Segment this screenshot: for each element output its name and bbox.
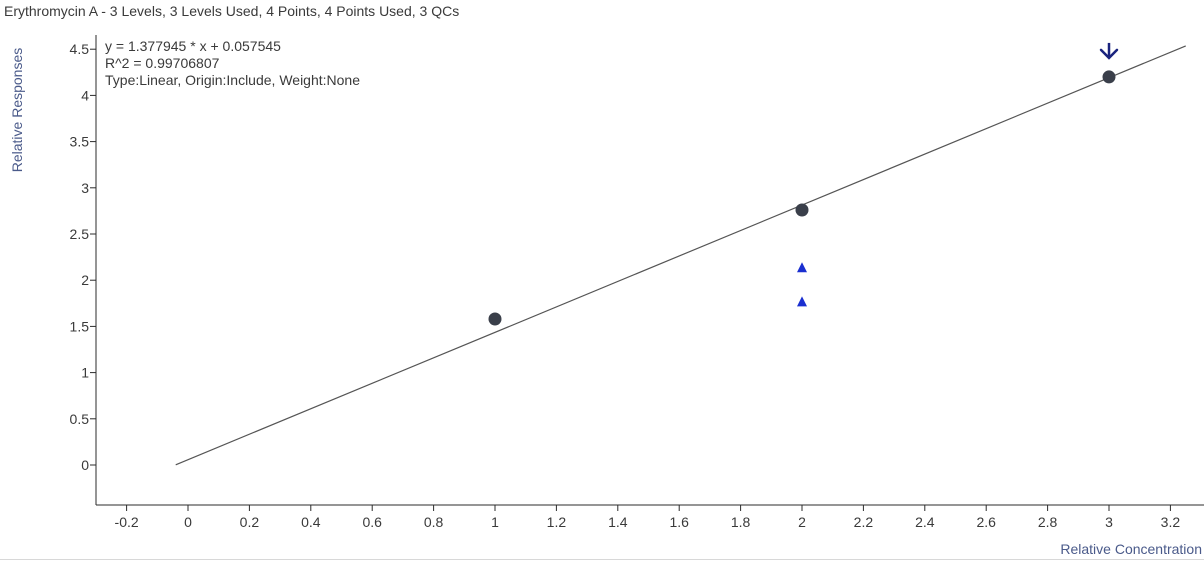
x-tick-label: 0.8	[424, 514, 444, 530]
calibration-point	[1102, 70, 1116, 84]
y-tick-label: 3.5	[70, 134, 90, 150]
x-tick-label: 1.8	[731, 514, 751, 530]
x-axis-label: Relative Concentration	[1060, 541, 1202, 557]
equation-label: y = 1.377945 * x + 0.057545	[105, 38, 281, 54]
fit-type-label: Type:Linear, Origin:Include, Weight:None	[105, 72, 361, 88]
x-tick-label: 0	[184, 514, 192, 530]
chart-title: Erythromycin A - 3 Levels, 3 Levels Used…	[4, 3, 460, 19]
calibration-point	[795, 203, 809, 217]
x-tick-label: 1.6	[669, 514, 689, 530]
x-tick-label: 1.2	[547, 514, 567, 530]
x-tick-label: 1.4	[608, 514, 628, 530]
calibration-point	[488, 312, 502, 326]
y-tick-label: 0.5	[70, 411, 90, 427]
x-tick-label: 2.4	[915, 514, 935, 530]
x-tick-label: -0.2	[115, 514, 139, 530]
y-tick-label: 1.5	[70, 318, 90, 334]
y-tick-label: 2	[81, 272, 89, 288]
x-tick-label: 2.6	[976, 514, 996, 530]
down-arrow-icon	[1099, 48, 1119, 60]
x-tick-label: 0.2	[240, 514, 260, 530]
y-tick-label: 4.5	[70, 41, 90, 57]
qc-point	[797, 296, 807, 307]
y-tick-label: 1	[81, 365, 89, 381]
x-tick-label: 0.4	[301, 514, 321, 530]
r-squared-label: R^2 = 0.99706807	[105, 55, 220, 71]
x-tick-label: 2.2	[854, 514, 874, 530]
y-tick-label: 4	[81, 87, 89, 103]
y-tick-label: 0	[81, 457, 89, 473]
x-tick-label: 2.8	[1038, 514, 1058, 530]
x-tick-label: 3.2	[1161, 514, 1181, 530]
qc-point	[797, 262, 807, 273]
fit-line	[175, 45, 1186, 466]
bottom-separator	[0, 559, 1204, 560]
y-tick-label: 3	[81, 180, 89, 196]
y-tick-label: 2.5	[70, 226, 90, 242]
x-tick-label: 0.6	[362, 514, 382, 530]
x-tick-label: 3	[1105, 514, 1113, 530]
x-tick-label: 2	[798, 514, 806, 530]
x-tick-label: 1	[491, 514, 499, 530]
